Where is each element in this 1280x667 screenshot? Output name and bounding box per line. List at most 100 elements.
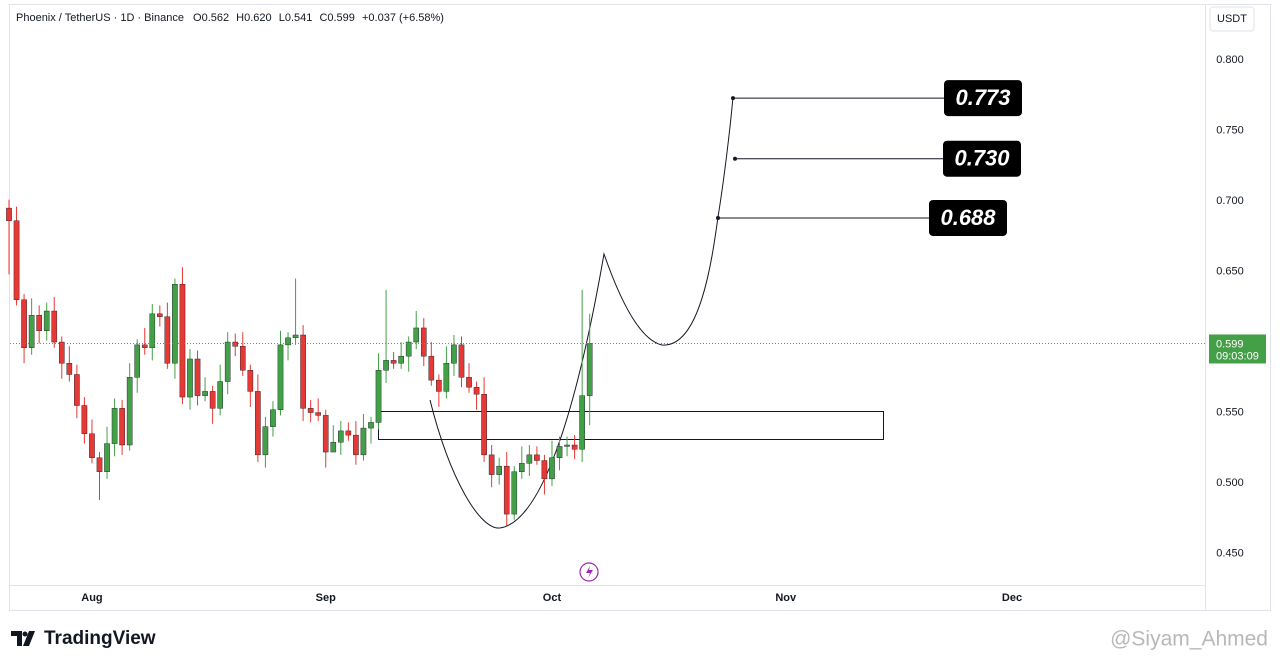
candle-body [353,434,359,456]
change: +0.037 (+6.58%) [362,12,444,24]
candle-body [255,391,261,456]
candle-body [66,363,73,375]
candle-body [496,465,502,475]
candle-body [451,344,457,364]
y-tick-label: 0.800 [1216,54,1244,66]
target-label: 0.773 [955,85,1010,110]
y-tick-label: 0.650 [1216,265,1244,277]
ohlc-high: H0.620 [236,12,271,24]
symbol-title: Phoenix / TetherUS · 1D · Binance [16,12,184,24]
candle-body [338,430,344,443]
target-box [929,199,1007,236]
logo [11,631,35,646]
y-tick-label: 0.500 [1216,477,1244,489]
candle-body [164,316,171,364]
candle-body [6,207,12,221]
candle-body [586,343,593,396]
target-label: 0.730 [954,146,1010,171]
candle-body [89,433,95,458]
last-price-box [1209,334,1266,364]
y-tick-label: 0.550 [1216,406,1244,418]
candle-body [74,374,80,406]
frame [9,4,1271,611]
ohlc-close: C0.599 [319,12,354,24]
y-tick-label: 0.750 [1216,124,1244,136]
candle-body [526,454,533,464]
candle-body [209,391,216,409]
candle-body [134,344,141,378]
x-tick-label: Aug [81,592,102,604]
x-tick-label: Sep [316,592,336,604]
candle-body [172,284,178,364]
event-circle[interactable] [579,562,599,582]
target-dot [733,156,737,161]
candle-body [488,454,495,475]
candle-body [277,344,284,410]
logo-icon [11,631,35,646]
candle-body [345,430,352,436]
candle-body [239,346,246,371]
candle-body [481,394,487,456]
candle-body [466,377,472,388]
candle-body [300,334,306,409]
candle-body [375,370,382,423]
target-label: 0.688 [940,205,996,230]
logo-dot [22,631,28,637]
candle-body [503,465,510,515]
candle-body [13,220,20,300]
target-box [944,80,1022,117]
currency-box[interactable] [1209,6,1255,32]
candle-body [28,315,35,348]
candle-body [157,313,163,317]
candle-body [413,327,420,343]
candle-body [405,341,412,357]
candle-body [141,344,148,348]
event-icon[interactable] [579,562,599,582]
target-dot [716,215,720,220]
candle-body [579,395,585,450]
event-bolt [586,566,593,578]
branding: TradingView [44,628,156,649]
x-tick-label: Dec [1002,592,1022,604]
candle-body [202,391,208,396]
candle-body [307,408,314,413]
candle-body [36,315,42,331]
candle-body [217,381,223,409]
candle-body [111,408,118,444]
candle-body [194,358,201,396]
currency: USDT [1217,13,1247,25]
candle-body [330,441,337,453]
candle-body [564,444,570,447]
candle-body [549,457,555,480]
target-box [943,140,1021,177]
candle-body [96,457,103,472]
candles [6,199,593,526]
candle-body [368,422,374,429]
candle-body [292,334,299,339]
candle-body [104,443,110,472]
candle-body [224,341,231,382]
target-dot [731,96,735,101]
candle-body [119,408,125,446]
y-tick-label: 0.450 [1216,547,1244,559]
candle-body [43,310,50,331]
candle-body [270,409,276,427]
candle-body [398,355,404,364]
last-price-label: 0.599 [1216,338,1244,350]
candle-body [315,412,321,416]
candle-body [187,358,193,398]
candle-body [360,427,367,456]
candle-body [390,360,397,364]
candle-body [21,299,27,348]
candle-body [58,341,65,364]
candle-body [420,327,427,357]
candle-body [428,355,435,381]
candle-body [262,426,269,456]
candle-body [473,386,480,395]
candle-body [285,337,291,346]
candle-body [519,463,525,472]
candle-body [247,370,254,392]
candle-body [81,405,88,434]
